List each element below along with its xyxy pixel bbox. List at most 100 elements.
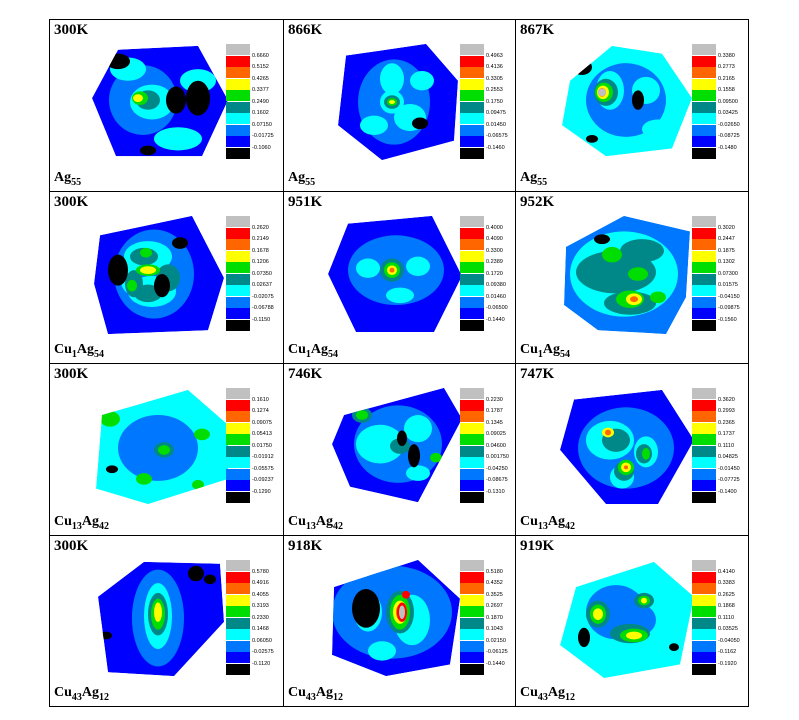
composition-subscript: 12 xyxy=(99,692,110,703)
legend-swatch xyxy=(226,78,250,90)
composition-label: Cu43Ag12 xyxy=(520,685,575,703)
legend-swatch xyxy=(460,308,484,319)
composition-element: Cu xyxy=(54,342,72,358)
legend-swatch xyxy=(460,640,484,652)
legend-swatch xyxy=(226,136,250,147)
legend-swatch xyxy=(692,239,716,250)
legend-swatch xyxy=(226,640,250,652)
legend-swatch xyxy=(460,319,484,331)
color-legend: 0.1610 0.1274 0.09075 0.05413 0.01750 -0.0191… xyxy=(226,388,282,503)
legend-tick-label: 0.1468 xyxy=(252,626,269,632)
legend-swatch xyxy=(226,273,250,285)
legend-tick-label: 0.2165 xyxy=(718,75,735,82)
legend-swatch xyxy=(460,250,484,262)
legend-swatch xyxy=(692,571,716,583)
legend-swatch xyxy=(460,113,484,124)
legend-swatch xyxy=(460,285,484,296)
legend-tick-label: -0.02075 xyxy=(252,293,274,300)
legend-swatch xyxy=(460,239,484,250)
legend-swatch xyxy=(692,583,716,594)
composition-subscript: 1 xyxy=(71,349,77,360)
composition-element: Cu xyxy=(520,685,538,701)
composition-label: Cu1Ag54 xyxy=(54,342,104,360)
legend-swatch xyxy=(692,147,716,159)
legend-swatch xyxy=(226,296,250,308)
legend-swatch xyxy=(226,262,250,273)
legend-tick-label: 0.1870 xyxy=(486,614,503,621)
legend-swatch xyxy=(460,422,484,434)
legend-tick-label: 0.01575 xyxy=(718,282,738,288)
legend-swatch xyxy=(460,617,484,629)
legend-swatch xyxy=(226,55,250,67)
composition-element: Cu xyxy=(54,514,72,530)
legend-tick-label: 0.3525 xyxy=(486,591,503,598)
legend-tick-label: -0.02650 xyxy=(718,121,740,128)
temperature-label: 747K xyxy=(520,366,555,382)
contour-map xyxy=(338,43,458,161)
color-legend: 0.2230 0.1787 0.1345 0.09025 0.04600 0.001750… xyxy=(460,388,515,503)
legend-tick-label: 0.07350 xyxy=(252,270,272,277)
legend-swatch xyxy=(460,78,484,90)
legend-swatch xyxy=(692,640,716,652)
legend-tick-label: -0.1290 xyxy=(252,488,271,495)
composition-label: Ag55 xyxy=(288,170,315,188)
legend-tick-label: 0.2620 xyxy=(252,224,269,231)
legend-swatch xyxy=(460,55,484,67)
legend-tick-label: -0.01912 xyxy=(252,454,274,460)
panel-6: 952K Cu1Ag54 0.3020 0.2447 0.1875 0.1302 0.073… xyxy=(516,192,748,364)
composition-element: Ag xyxy=(315,685,334,701)
panel-7: 300K Cu13Ag42 0.1610 0.1274 0.09075 0.05413 0.… xyxy=(50,364,284,536)
composition-element: Cu xyxy=(520,514,538,530)
legend-tick-label: -0.05575 xyxy=(252,465,274,472)
legend-swatch xyxy=(692,308,716,319)
contour-map xyxy=(560,561,694,679)
legend-tick-label: -0.04150 xyxy=(718,293,740,300)
legend-tick-label: 0.06050 xyxy=(252,637,272,644)
legend-swatch xyxy=(226,216,250,227)
legend-tick-label: 0.01750 xyxy=(252,442,272,449)
color-legend: 0.2620 0.2149 0.1678 0.1206 0.07350 0.02637 -0… xyxy=(226,216,282,331)
legend-swatch xyxy=(692,445,716,457)
legend-swatch xyxy=(460,560,484,571)
legend-tick-label: -0.1162 xyxy=(718,649,737,655)
legend-tick-label: -0.08675 xyxy=(486,477,508,483)
legend-tick-label: 0.1206 xyxy=(252,259,269,265)
legend-tick-label: 0.4055 xyxy=(252,591,269,598)
legend-swatch xyxy=(226,491,250,503)
legend-tick-label: 0.03525 xyxy=(718,626,738,632)
contour-map xyxy=(332,387,462,503)
legend-tick-label: 0.1110 xyxy=(718,614,735,621)
composition-label: Ag55 xyxy=(54,170,81,188)
legend-swatch xyxy=(692,468,716,480)
color-legend: 0.4000 0.4090 0.3300 0.2389 0.1720 0.09380 0.0… xyxy=(460,216,515,331)
legend-tick-label: -0.08725 xyxy=(718,133,740,139)
legend-tick-label: 0.09500 xyxy=(718,98,738,105)
composition-element: Cu xyxy=(288,685,306,701)
color-legend: 0.3380 0.2773 0.2165 0.1558 0.09500 0.03425 -0… xyxy=(692,44,748,159)
legend-swatch xyxy=(226,250,250,262)
legend-tick-label: -0.09237 xyxy=(252,477,274,483)
composition-label: Cu13Ag42 xyxy=(288,514,343,532)
legend-swatch xyxy=(460,44,484,55)
legend-tick-label: -0.1060 xyxy=(252,144,271,151)
legend-swatch xyxy=(460,136,484,147)
legend-swatch xyxy=(226,583,250,594)
panel-3: 867K Ag55 0.3380 0.2773 0.2165 0.1558 0.09500 0… xyxy=(516,20,748,192)
legend-swatch xyxy=(692,422,716,434)
color-legend: 0.6660 0.5152 0.4265 0.3377 0.2490 0.1602 0.07… xyxy=(226,44,282,159)
legend-tick-label: -0.02575 xyxy=(252,649,274,655)
composition-subscript: 1 xyxy=(537,349,543,360)
composition-element: Ag xyxy=(81,685,100,701)
legend-swatch xyxy=(226,67,250,78)
legend-tick-label: 0.1558 xyxy=(718,87,735,93)
legend-tick-label: -0.1310 xyxy=(486,488,505,495)
temperature-label: 918K xyxy=(288,538,323,554)
legend-swatch xyxy=(460,445,484,457)
legend-tick-label: 0.4140 xyxy=(718,568,735,575)
contour-map xyxy=(562,45,692,157)
legend-swatch xyxy=(460,594,484,606)
legend-swatch xyxy=(692,617,716,629)
legend-tick-label: 0.09075 xyxy=(252,419,272,426)
composition-label: Cu13Ag42 xyxy=(520,514,575,532)
temperature-label: 746K xyxy=(288,366,323,382)
